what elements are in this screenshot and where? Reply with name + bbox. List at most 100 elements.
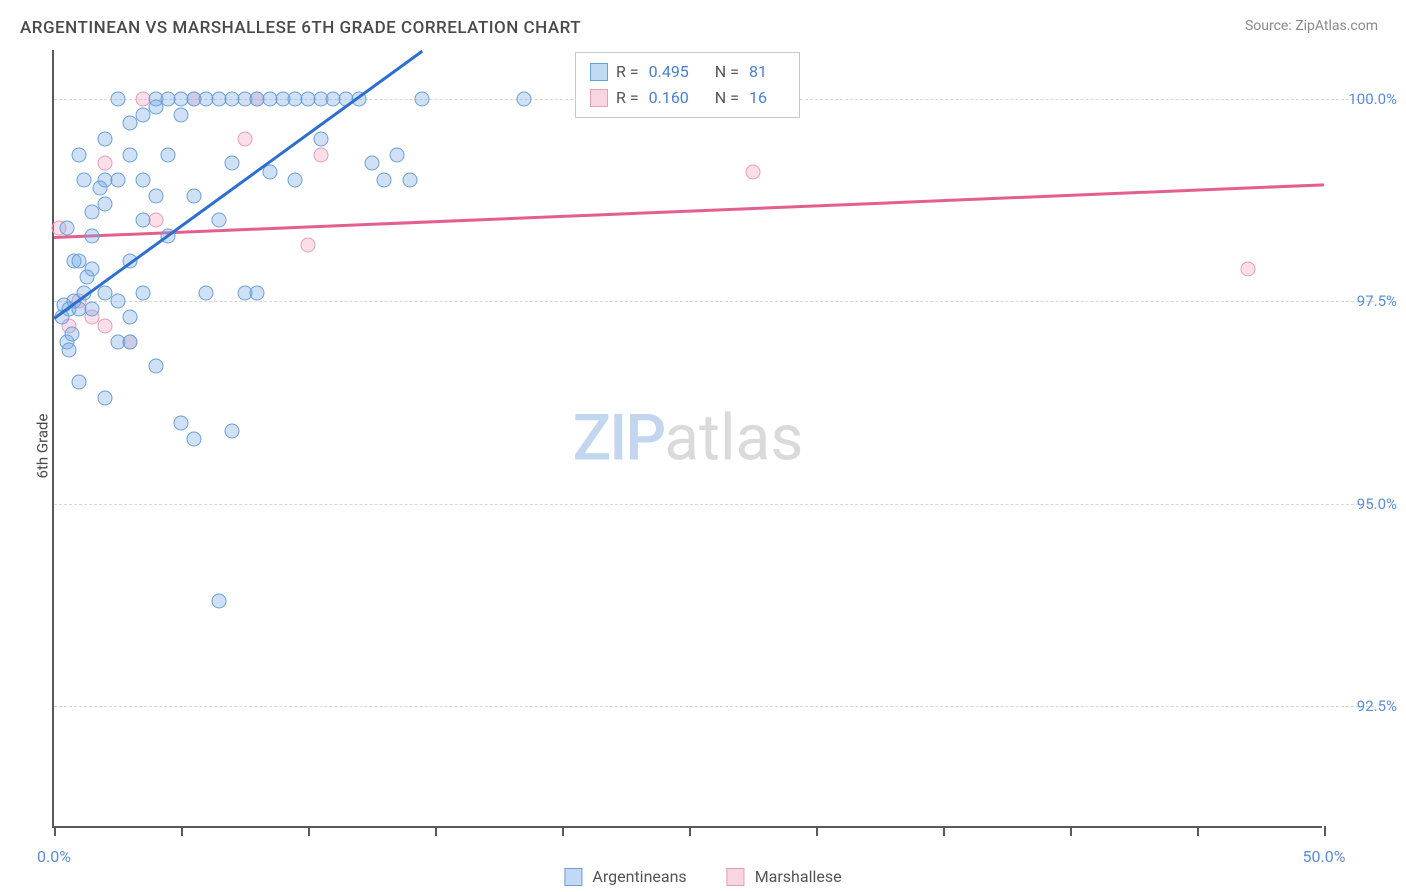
data-point-argentineans bbox=[92, 180, 107, 195]
data-point-marshallese bbox=[301, 237, 316, 252]
x-tick bbox=[54, 826, 56, 836]
data-point-argentineans bbox=[313, 132, 328, 147]
data-point-argentineans bbox=[110, 91, 125, 106]
x-tick bbox=[308, 826, 310, 836]
data-point-marshallese bbox=[745, 164, 760, 179]
watermark-atlas: atlas bbox=[664, 401, 803, 476]
x-tick bbox=[689, 826, 691, 836]
x-tick-label: 0.0% bbox=[37, 847, 71, 866]
data-point-argentineans bbox=[72, 375, 87, 390]
legend-label: Marshallese bbox=[755, 867, 842, 886]
y-axis-label: 6th Grade bbox=[33, 414, 51, 479]
data-point-argentineans bbox=[85, 302, 100, 317]
chart-title: ARGENTINEAN VS MARSHALLESE 6TH GRADE COR… bbox=[20, 18, 581, 38]
gridline bbox=[54, 706, 1374, 707]
series-legend: Argentineans Marshallese bbox=[564, 867, 841, 886]
x-tick bbox=[1070, 826, 1072, 836]
data-point-argentineans bbox=[64, 326, 79, 341]
data-point-argentineans bbox=[123, 334, 138, 349]
watermark: ZIPatlas bbox=[573, 401, 804, 476]
data-point-argentineans bbox=[186, 188, 201, 203]
data-point-marshallese bbox=[1240, 261, 1255, 276]
y-tick-label: 95.0% bbox=[1357, 495, 1397, 513]
data-point-argentineans bbox=[224, 423, 239, 438]
data-point-argentineans bbox=[224, 156, 239, 171]
data-point-argentineans bbox=[377, 172, 392, 187]
data-point-argentineans bbox=[110, 172, 125, 187]
swatch-marshallese-icon bbox=[727, 868, 745, 886]
data-point-argentineans bbox=[148, 188, 163, 203]
n-value: 16 bbox=[749, 85, 767, 111]
data-point-argentineans bbox=[415, 91, 430, 106]
r-label: R = bbox=[616, 59, 639, 85]
x-tick bbox=[562, 826, 564, 836]
data-point-argentineans bbox=[62, 342, 77, 357]
data-point-argentineans bbox=[288, 172, 303, 187]
x-tick bbox=[816, 826, 818, 836]
data-point-argentineans bbox=[516, 91, 531, 106]
data-point-argentineans bbox=[123, 310, 138, 325]
data-point-argentineans bbox=[186, 432, 201, 447]
x-tick bbox=[1197, 826, 1199, 836]
legend-item-marshallese: Marshallese bbox=[727, 867, 842, 886]
data-point-argentineans bbox=[97, 391, 112, 406]
y-tick-label: 92.5% bbox=[1357, 697, 1397, 715]
x-tick bbox=[1324, 826, 1326, 836]
data-point-argentineans bbox=[135, 172, 150, 187]
swatch-argentineans-icon bbox=[564, 868, 582, 886]
stat-row-marshallese: R = 0.160 N = 16 bbox=[590, 85, 785, 111]
r-value: 0.160 bbox=[649, 85, 689, 111]
data-point-argentineans bbox=[72, 148, 87, 163]
data-point-argentineans bbox=[161, 148, 176, 163]
swatch-marshallese-icon bbox=[590, 89, 608, 107]
data-point-marshallese bbox=[313, 148, 328, 163]
data-point-argentineans bbox=[77, 172, 92, 187]
data-point-argentineans bbox=[250, 286, 265, 301]
r-value: 0.495 bbox=[649, 59, 689, 85]
data-point-argentineans bbox=[212, 594, 227, 609]
y-tick-label: 100.0% bbox=[1348, 90, 1397, 108]
trend-line-marshallese bbox=[54, 184, 1324, 239]
data-point-argentineans bbox=[402, 172, 417, 187]
y-tick-label: 97.5% bbox=[1357, 292, 1397, 310]
data-point-argentineans bbox=[80, 269, 95, 284]
data-point-argentineans bbox=[389, 148, 404, 163]
data-point-argentineans bbox=[174, 415, 189, 430]
data-point-argentineans bbox=[85, 229, 100, 244]
legend-label: Argentineans bbox=[592, 867, 686, 886]
x-tick bbox=[435, 826, 437, 836]
r-label: R = bbox=[616, 85, 639, 111]
data-point-argentineans bbox=[135, 107, 150, 122]
stat-row-argentineans: R = 0.495 N = 81 bbox=[590, 59, 785, 85]
data-point-argentineans bbox=[97, 286, 112, 301]
data-point-argentineans bbox=[212, 213, 227, 228]
data-point-argentineans bbox=[59, 221, 74, 236]
data-point-argentineans bbox=[110, 294, 125, 309]
swatch-argentineans-icon bbox=[590, 63, 608, 81]
data-point-argentineans bbox=[97, 132, 112, 147]
data-point-argentineans bbox=[199, 286, 214, 301]
x-tick-label: 50.0% bbox=[1303, 847, 1346, 866]
gridline bbox=[54, 301, 1374, 302]
chart-container: ARGENTINEAN VS MARSHALLESE 6TH GRADE COR… bbox=[0, 0, 1406, 892]
data-point-argentineans bbox=[135, 286, 150, 301]
watermark-zip: ZIP bbox=[573, 401, 665, 476]
x-tick bbox=[943, 826, 945, 836]
data-point-argentineans bbox=[135, 213, 150, 228]
data-point-argentineans bbox=[123, 148, 138, 163]
data-point-marshallese bbox=[97, 318, 112, 333]
data-point-argentineans bbox=[364, 156, 379, 171]
plot-area: ZIPatlas 92.5%95.0%97.5%100.0%0.0%50.0% bbox=[52, 50, 1322, 828]
gridline bbox=[54, 504, 1374, 505]
n-value: 81 bbox=[749, 59, 767, 85]
n-label: N = bbox=[715, 59, 739, 85]
n-label: N = bbox=[715, 85, 739, 111]
source-attribution: Source: ZipAtlas.com bbox=[1245, 18, 1378, 34]
data-point-argentineans bbox=[97, 196, 112, 211]
data-point-marshallese bbox=[237, 132, 252, 147]
legend-item-argentineans: Argentineans bbox=[564, 867, 686, 886]
data-point-argentineans bbox=[174, 107, 189, 122]
statistics-legend: R = 0.495 N = 81 R = 0.160 N = 16 bbox=[575, 52, 800, 118]
data-point-marshallese bbox=[97, 156, 112, 171]
x-tick bbox=[181, 826, 183, 836]
